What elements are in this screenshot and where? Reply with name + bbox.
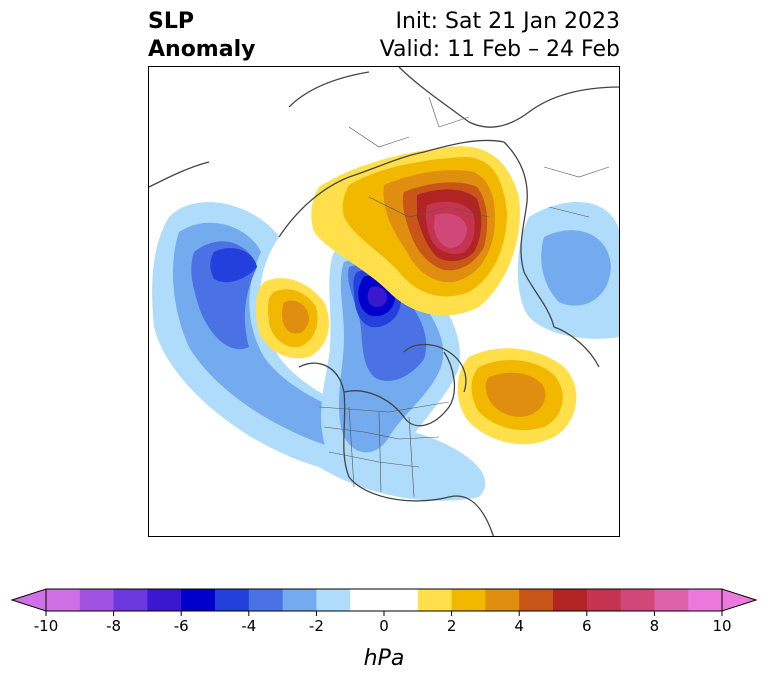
colorbar-bin <box>519 589 554 611</box>
colorbar-tick-label: 8 <box>650 617 660 635</box>
map-panel <box>148 66 620 537</box>
colorbar-tick-label: 0 <box>379 617 389 635</box>
country-borders <box>318 96 610 498</box>
colorbar-bin <box>181 589 216 611</box>
colorbar-bin <box>553 589 588 611</box>
title-line-2: Anomaly <box>148 37 256 62</box>
anomaly-field <box>149 67 619 536</box>
colorbar-bin <box>654 589 689 611</box>
colorbar-tick-label: -6 <box>174 617 189 635</box>
colorbar-bin <box>113 589 148 611</box>
colorbar-tick-label: -8 <box>106 617 121 635</box>
alaska-high-anomaly <box>255 278 329 359</box>
colorbar-bin <box>451 589 486 611</box>
colorbar-tick-label: -10 <box>34 617 59 635</box>
coastlines <box>149 67 619 536</box>
colorbar-bin <box>316 589 351 611</box>
colorbar-bin <box>79 589 115 611</box>
colorbar-tick-label: 6 <box>582 617 592 635</box>
colorbar-bin <box>586 589 622 611</box>
colorbar-unit: hPa <box>363 646 405 671</box>
siberia-high-anomaly <box>311 146 520 316</box>
colorbar: -10 -8 -6 -4 -2 0 2 4 6 8 10 <box>10 588 758 635</box>
init-date: Init: Sat 21 Jan 2023 <box>395 9 620 34</box>
colorbar-ticks: -10 -8 -6 -4 -2 0 2 4 6 8 10 <box>34 611 732 635</box>
colorbar-bin <box>485 589 520 611</box>
colorbar-bin <box>417 589 453 611</box>
colorbar-tick-label: -4 <box>241 617 256 635</box>
colorbar-bin <box>688 589 723 611</box>
colorbar-bin <box>147 589 182 611</box>
colorbar-bin <box>248 589 284 611</box>
east-asia-low-anomaly <box>517 202 619 339</box>
map-title: SLP Anomaly <box>148 8 255 64</box>
pacific-low-anomaly <box>152 202 486 501</box>
title-line-1: SLP <box>148 9 194 34</box>
colorbar-extend-low <box>10 588 47 612</box>
colorbar-bin <box>620 589 655 611</box>
forecast-dates: Init: Sat 21 Jan 2023 Valid: 11 Feb – 24… <box>380 8 620 64</box>
colorbar-tick-label: 10 <box>712 617 731 635</box>
colorbar-tick-label: -2 <box>309 617 324 635</box>
colorbar-bins <box>46 589 723 611</box>
colorbar-tick-label: 2 <box>447 617 457 635</box>
colorbar-extend-high <box>721 588 758 612</box>
colorbar-tick-label: 4 <box>514 617 524 635</box>
valid-range: Valid: 11 Feb – 24 Feb <box>379 37 620 62</box>
atlantic-high-anomaly <box>457 348 577 445</box>
colorbar-bin <box>350 589 419 611</box>
colorbar-bin <box>46 589 81 611</box>
colorbar-bin <box>282 589 317 611</box>
colorbar-bin <box>215 589 250 611</box>
